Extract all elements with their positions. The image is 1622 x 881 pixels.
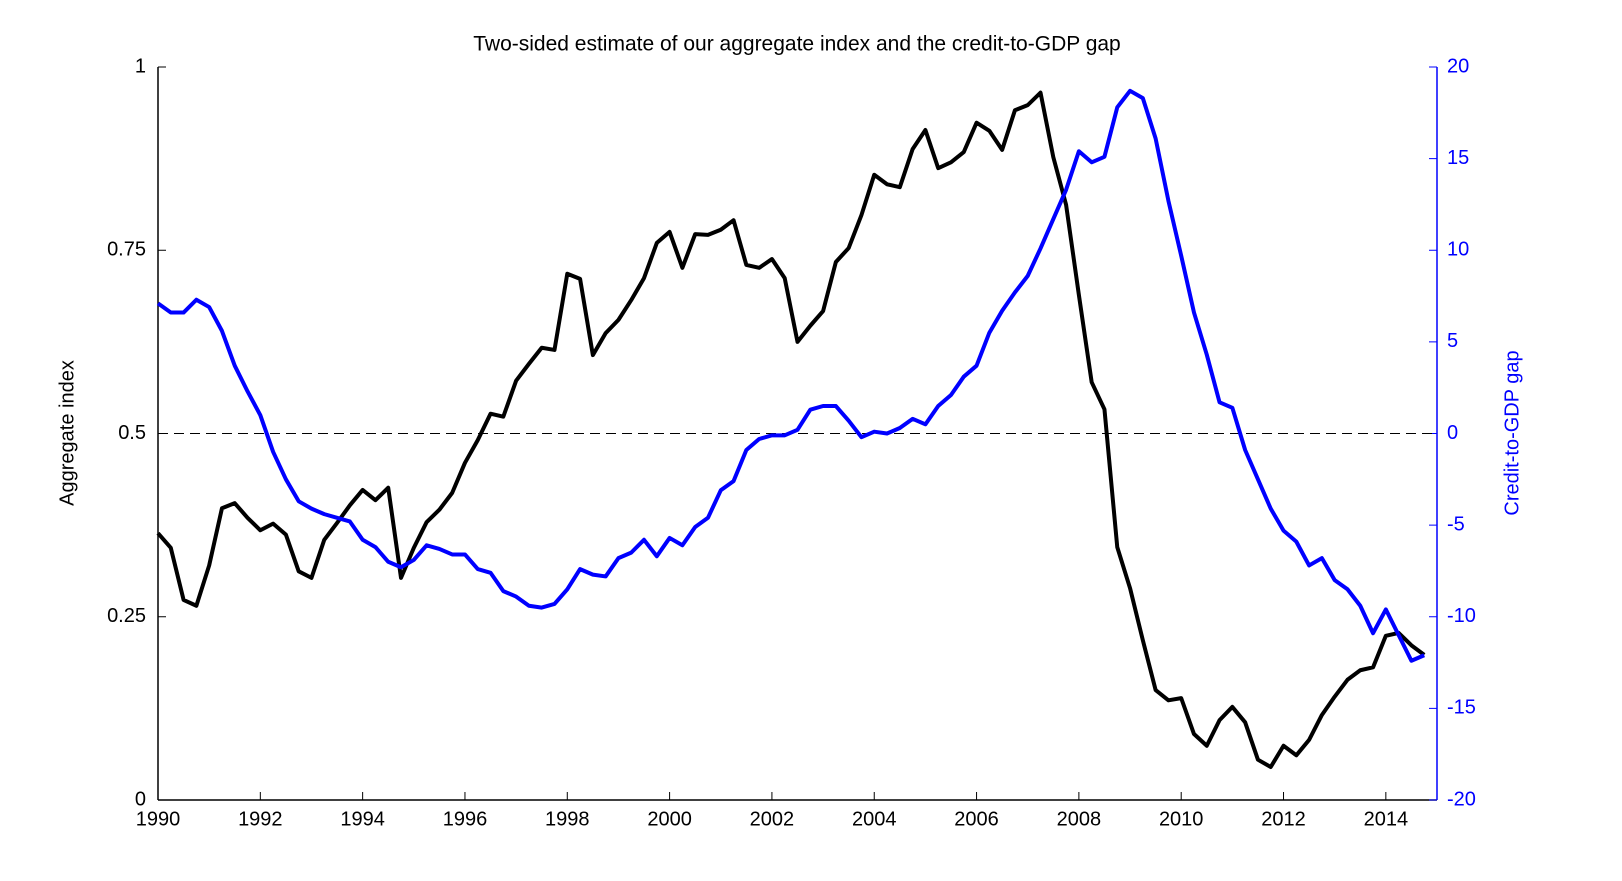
chart-title: Two-sided estimate of our aggregate inde… [473,33,1120,56]
x-tick-label: 2006 [954,808,999,830]
y-tick-label: 0.5 [118,422,146,444]
y-axis-label: Aggregate index [56,360,78,506]
y-tick-label: 0 [135,788,146,810]
x-tick-label: 2002 [750,808,795,830]
y2-tick-label: 10 [1447,239,1469,261]
x-tick-label: 2000 [647,808,692,830]
y2-tick-label: -5 [1447,513,1465,535]
y2-tick-label: -20 [1447,788,1476,810]
x-tick-label: 1990 [136,808,181,830]
x-tick-label: 2008 [1057,808,1102,830]
x-tick-label: 1994 [340,808,385,830]
y2-tick-label: 20 [1447,55,1469,77]
data-line [156,90,1426,770]
x-tick-label: 2014 [1364,808,1409,830]
x-tick-label: 2010 [1159,808,1204,830]
y-tick-label: 0.75 [107,239,146,261]
x-tick-label: 2004 [852,808,897,830]
y2-axis-label: Credit-to-GDP gap [1501,350,1523,515]
x-tick-label: 1996 [443,808,488,830]
y2-tick-label: 5 [1447,330,1458,352]
x-tick-label: 1998 [545,808,590,830]
y-tick-label: 1 [135,55,146,77]
x-tick-label: 1992 [238,808,283,830]
y2-tick-label: 15 [1447,147,1469,169]
y-tick-label: 0.25 [107,605,146,627]
y2-tick-label: 0 [1447,422,1458,444]
x-tick-label: 2012 [1261,808,1306,830]
data-line [156,88,1426,663]
y2-tick-label: -10 [1447,605,1476,627]
y2-tick-label: -15 [1447,697,1476,719]
